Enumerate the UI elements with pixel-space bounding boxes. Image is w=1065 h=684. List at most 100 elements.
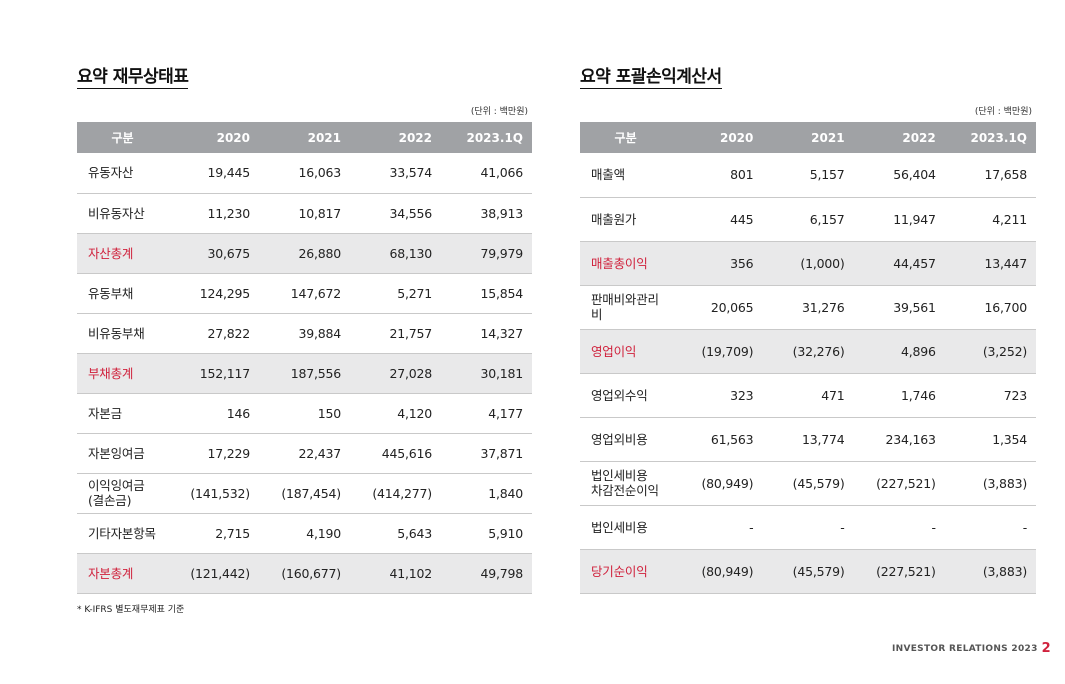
table-body: 매출액 801 5,157 56,404 17,658 매출원가 445 6,157 11,94… <box>580 153 1036 594</box>
footer-text: INVESTOR RELATIONS 2023 <box>891 644 1038 654</box>
table-cell: (3,252) <box>944 329 1036 374</box>
table-cell: - <box>671 505 763 550</box>
row-label: 비유동부채 <box>77 313 168 354</box>
header-year: 2021 <box>811 130 845 145</box>
table-cell: 20,065 <box>671 285 763 330</box>
row-label: 자본금 <box>77 393 168 434</box>
footnote: * K-IFRS 별도재무제표 기준 <box>77 605 185 615</box>
row-label: 매출액 <box>580 153 672 198</box>
table-cell: 13,447 <box>944 241 1036 286</box>
table-cell: 30,181 <box>441 353 532 394</box>
table-cell: (227,521) <box>853 549 945 594</box>
table-cell: 10,817 <box>259 193 350 234</box>
table-cell: 1,840 <box>441 473 532 514</box>
table-cell: 41,102 <box>350 553 441 594</box>
table-cell: 146 <box>168 393 259 434</box>
table-cell: 27,822 <box>168 313 259 354</box>
table-cell: 5,910 <box>441 513 532 554</box>
table-cell: 61,563 <box>671 417 763 462</box>
income-statement-table: 구분 2020 2021 2022 2023.1Q 매출액 801 5,157 56,404 1… <box>580 122 1036 594</box>
row-label: 기타자본항목 <box>77 513 168 554</box>
section-title: 요약 포괄손익계산서 <box>580 62 722 89</box>
row-label: 영업외수익 <box>580 373 672 418</box>
header-year: 2022 <box>902 130 936 145</box>
table-cell: 30,675 <box>168 233 259 274</box>
table-cell: 234,163 <box>853 417 945 462</box>
table-cell: 41,066 <box>441 153 532 194</box>
table-cell: 11,947 <box>853 197 945 242</box>
table-cell: 147,672 <box>259 273 350 314</box>
table-cell: 21,757 <box>350 313 441 354</box>
header-row: 구분 2020 2021 2022 2023.1Q <box>580 122 1036 153</box>
table-cell: 14,327 <box>441 313 532 354</box>
table-cell: 17,229 <box>168 433 259 474</box>
table-cell: (414,277) <box>350 473 441 514</box>
row-label: 영업외비용 <box>580 417 672 462</box>
table-cell: 39,561 <box>853 285 945 330</box>
table-cell: 39,884 <box>259 313 350 354</box>
header-row: 구분 2020 2021 2022 2023.1Q <box>77 122 532 153</box>
table-row: 매출원가 445 6,157 11,947 4,211 <box>580 197 1036 242</box>
row-label: 유동자산 <box>77 153 168 194</box>
table-cell: 4,896 <box>853 329 945 374</box>
balance-sheet-table: 구분 2020 2021 2022 2023.1Q 유동자산 19,445 16,063 33… <box>77 122 532 594</box>
table-row: 자본금 146 150 4,120 4,177 <box>77 393 532 434</box>
row-label: 부채총계 <box>77 353 168 394</box>
table-row: 매출액 801 5,157 56,404 17,658 <box>580 153 1036 198</box>
table-cell: (187,454) <box>259 473 350 514</box>
row-label: 자본총계 <box>77 553 168 594</box>
table-cell: 22,437 <box>259 433 350 474</box>
table-cell: 5,643 <box>350 513 441 554</box>
table-row: 비유동자산 11,230 10,817 34,556 38,913 <box>77 193 532 234</box>
table-cell: (80,949) <box>671 549 763 594</box>
table-row: 자본총계 (121,442) (160,677) 41,102 49,798 <box>77 553 532 594</box>
row-label: 판매비와관리비 <box>580 285 672 330</box>
table-cell: 5,157 <box>762 153 854 198</box>
table-cell: 152,117 <box>168 353 259 394</box>
table-cell: - <box>944 505 1036 550</box>
table-cell: - <box>853 505 945 550</box>
table-cell: (3,883) <box>944 461 1036 506</box>
table-cell: 2,715 <box>168 513 259 554</box>
table-cell: (45,579) <box>762 549 854 594</box>
table-cell: 26,880 <box>259 233 350 274</box>
row-label: 이익잉여금 (결손금) <box>77 473 168 514</box>
table-row: 유동부채 124,295 147,672 5,271 15,854 <box>77 273 532 314</box>
row-label: 법인세비용 <box>580 505 672 550</box>
table-cell: (160,677) <box>259 553 350 594</box>
header-year: 2020 <box>719 130 754 145</box>
row-label: 자산총계 <box>77 233 168 274</box>
table-cell: - <box>762 505 854 550</box>
table-cell: 17,658 <box>944 153 1036 198</box>
table-row: 기타자본항목 2,715 4,190 5,643 5,910 <box>77 513 532 554</box>
table-row: 영업외비용 61,563 13,774 234,163 1,354 <box>580 417 1036 462</box>
header-year: 2020 <box>216 130 250 145</box>
table-cell: 11,230 <box>168 193 259 234</box>
row-label: 영업이익 <box>580 329 672 374</box>
table-row: 영업이익 (19,709) (32,276) 4,896 (3,252) <box>580 329 1036 374</box>
table-cell: (141,532) <box>168 473 259 514</box>
table-cell: (80,949) <box>671 461 763 506</box>
table-row: 매출총이익 356 (1,000) 44,457 13,447 <box>580 241 1036 286</box>
table-cell: 37,871 <box>441 433 532 474</box>
table-cell: 19,445 <box>168 153 259 194</box>
income-statement-section: 요약 포괄손익계산서 (단위 : 백만원) 구분 2020 2021 2022 2023… <box>580 62 1036 594</box>
row-label: 유동부채 <box>77 273 168 314</box>
table-row: 당기순이익 (80,949) (45,579) (227,521) (3,883) <box>580 549 1036 594</box>
table-cell: 187,556 <box>259 353 350 394</box>
table-cell: 16,063 <box>259 153 350 194</box>
table-cell: 16,700 <box>944 285 1036 330</box>
table-row: 부채총계 152,117 187,556 27,028 30,181 <box>77 353 532 394</box>
table-header: 구분 2020 2021 2022 2023.1Q <box>77 122 532 153</box>
table-header: 구분 2020 2021 2022 2023.1Q <box>580 122 1036 153</box>
table-cell: (19,709) <box>671 329 763 374</box>
table-cell: 33,574 <box>350 153 441 194</box>
row-label: 법인세비용 차감전순이익 <box>580 461 672 506</box>
table-cell: (3,883) <box>944 549 1036 594</box>
unit-label: (단위 : 백만원) <box>974 107 1032 117</box>
table-cell: (45,579) <box>762 461 854 506</box>
table-cell: (1,000) <box>762 241 854 286</box>
unit-label: (단위 : 백만원) <box>470 107 528 117</box>
table-cell: 1,746 <box>853 373 945 418</box>
table-cell: (227,521) <box>853 461 945 506</box>
